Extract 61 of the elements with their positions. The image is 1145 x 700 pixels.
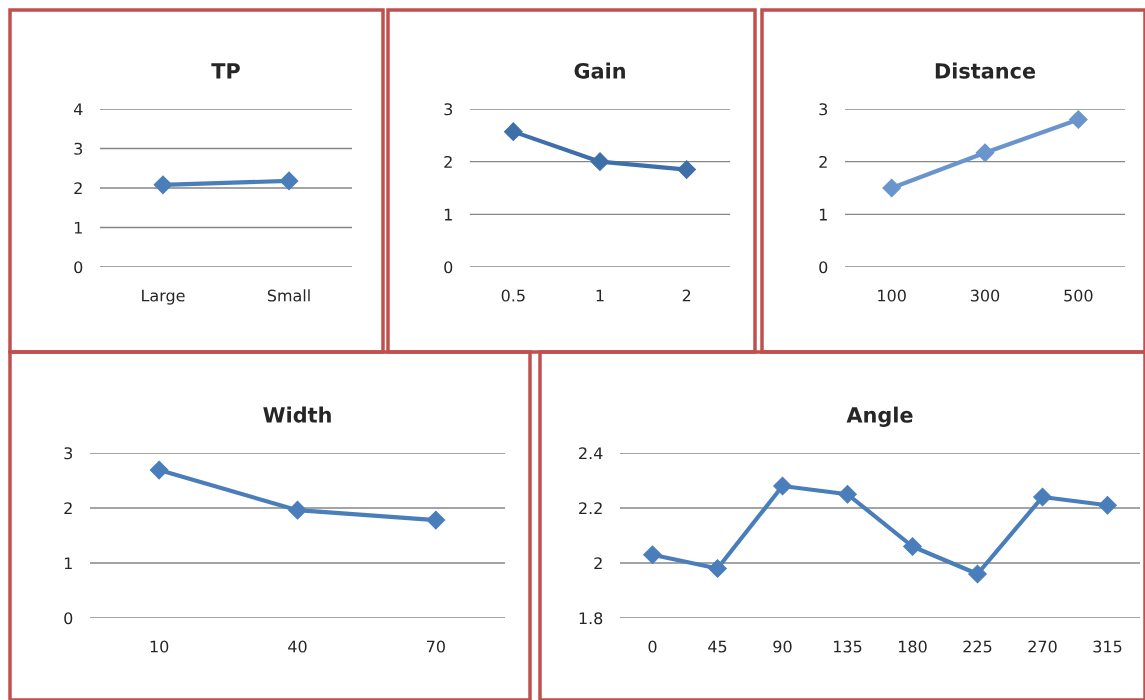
x-tick-label: 0: [648, 640, 657, 653]
x-tick-label: 180: [899, 640, 927, 653]
y-tick-label: 0: [64, 612, 73, 625]
y-tick-label: 3: [74, 142, 83, 155]
x-tick-label: 500: [1064, 289, 1093, 302]
point: [590, 152, 610, 172]
point: [1033, 487, 1052, 507]
x-tick-label: 225: [963, 640, 992, 653]
point: [708, 559, 727, 578]
chart-title: Width: [263, 406, 331, 423]
y-tick-label: 1: [74, 221, 82, 234]
y-tick-label: 0: [74, 261, 83, 274]
y-tick-label: 1: [444, 208, 452, 221]
y-tick-label: 2: [74, 182, 82, 195]
point: [838, 484, 857, 504]
y-tick-label: 2: [594, 557, 602, 570]
x-tick-label: 2: [682, 289, 691, 302]
x-tick-label: 70: [426, 640, 445, 653]
x-tick-label: 270: [1028, 640, 1057, 653]
x-tick-label: 135: [834, 640, 862, 653]
x-tick-label: 0.5: [501, 289, 525, 302]
x-tick-label: 40: [288, 640, 307, 653]
y-tick-label: 3: [444, 103, 453, 116]
point: [677, 160, 697, 179]
point: [882, 178, 902, 198]
point: [643, 545, 662, 565]
chart-title: Angle: [846, 406, 913, 427]
chart-title: TP: [211, 63, 240, 79]
y-tick-label: 0: [819, 261, 828, 274]
x-tick-label: 300: [970, 289, 1000, 302]
x-tick-label: 90: [773, 640, 792, 653]
y-tick-label: 1: [64, 557, 72, 570]
point: [773, 476, 792, 496]
point: [1098, 495, 1117, 515]
y-tick-label: 2: [444, 155, 452, 168]
point: [288, 500, 307, 520]
x-tick-label: 45: [708, 640, 727, 653]
y-tick-label: 0: [444, 261, 453, 274]
point: [903, 537, 922, 556]
point: [968, 564, 987, 584]
chart-title: Distance: [935, 62, 1036, 79]
x-tick-label: Small: [267, 289, 310, 302]
x-tick-label: 10: [150, 640, 169, 653]
y-tick-label: 2: [819, 155, 827, 168]
x-tick-label: 315: [1093, 640, 1122, 653]
y-tick-label: 3: [64, 447, 73, 460]
y-tick-label: 2.2: [579, 502, 602, 515]
y-tick-label: 1.8: [579, 612, 603, 625]
x-tick-label: 100: [878, 289, 906, 302]
point: [426, 510, 446, 530]
y-tick-label: 2: [64, 502, 72, 515]
y-tick-label: 4: [73, 103, 83, 116]
point: [149, 460, 169, 480]
point: [975, 143, 995, 163]
point: [1068, 110, 1088, 129]
y-tick-label: 2.4: [579, 447, 603, 460]
x-tick-label: Large: [142, 289, 185, 305]
point: [503, 122, 523, 142]
y-tick-label: 1: [819, 208, 827, 221]
y-tick-label: 3: [819, 103, 828, 116]
chart-title: Gain: [574, 62, 625, 79]
